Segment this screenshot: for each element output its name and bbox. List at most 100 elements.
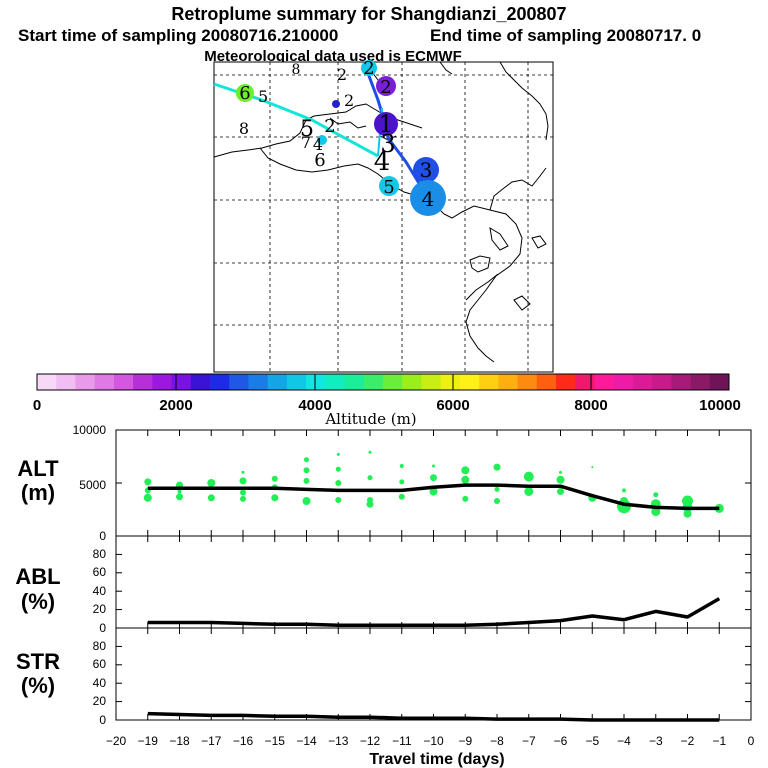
alt-scatter-point <box>398 493 405 500</box>
str-ytick: 80 <box>93 639 107 653</box>
colorbar-swatch <box>363 374 384 390</box>
colorbar-swatch <box>517 374 538 390</box>
alt-scatter-point <box>177 489 182 494</box>
chart-marks <box>115 429 752 722</box>
plume-marker <box>379 176 399 196</box>
alt-scatter-point <box>653 492 659 498</box>
x-tick-label: −13 <box>328 734 349 748</box>
map-label: 6 <box>314 150 325 171</box>
map-label: 1 <box>378 110 393 138</box>
map-label: 7 <box>301 133 311 152</box>
alt-scatter-point <box>240 489 246 496</box>
alt-scatter-point <box>207 479 216 487</box>
x-tick-label: −2 <box>681 734 695 748</box>
alt-scatter-point <box>524 487 534 496</box>
colorbar-tick: 8000 <box>574 397 607 414</box>
map-label: 5 <box>258 87 268 106</box>
alt-scatter-point <box>432 464 435 468</box>
alt-scatter-point <box>335 480 342 486</box>
alt-scatter-point <box>462 495 469 502</box>
alt-scatter-point <box>302 497 311 505</box>
colorbar-swatch <box>440 374 461 390</box>
colorbar-swatch <box>56 374 76 390</box>
str-panel-unit: (%) <box>21 673 55 698</box>
alt-scatter-point <box>143 493 152 502</box>
str-ytick: 60 <box>93 657 107 671</box>
colorbar-swatch <box>113 374 134 390</box>
str-ytick: 40 <box>93 676 107 690</box>
alt-scatter-point <box>591 466 594 469</box>
colorbar-swatch <box>671 374 692 390</box>
altitude-colorbar <box>36 373 730 391</box>
colorbar-swatch <box>613 374 634 390</box>
colorbar-swatch <box>286 374 307 390</box>
time-series-panels: ALT (m) ABL (%) STR (%) 10000 5000 0 80 … <box>15 423 752 727</box>
alt-scatter-point <box>207 494 215 502</box>
alt-ytick: 10000 <box>73 423 107 437</box>
colorbar-swatch <box>229 374 249 390</box>
alt-scatter-point <box>335 497 342 503</box>
colorbar-swatch <box>594 374 615 390</box>
colorbar-swatch <box>479 374 499 390</box>
alt-scatter-point <box>559 470 562 474</box>
end-time-text: End time of sampling 20080717. 0 <box>430 26 701 45</box>
abl-ytick: 60 <box>93 565 107 579</box>
colorbar-tick: 0 <box>33 397 41 414</box>
colorbar-swatch <box>248 374 269 390</box>
alt-scatter-point <box>144 478 152 486</box>
abl-panel-label: ABL <box>15 564 60 589</box>
plume-marker <box>410 180 446 216</box>
map-label: 4 <box>422 187 435 211</box>
map-label: 2 <box>363 58 374 79</box>
alt-scatter-point <box>399 479 405 485</box>
alt-scatter-point <box>335 466 341 472</box>
x-tick-label: −8 <box>490 734 504 748</box>
plume-marker <box>374 112 398 136</box>
abl-ytick: 0 <box>99 621 106 635</box>
str-panel-label: STR <box>16 649 60 674</box>
x-tick-label: −20 <box>106 734 127 748</box>
alt-panel-unit: (m) <box>21 480 55 505</box>
x-tick-label: −15 <box>265 734 286 748</box>
colorbar-swatch <box>459 374 480 390</box>
alt-scatter-point <box>240 495 246 502</box>
colorbar-swatch <box>171 374 192 390</box>
alt-scatter-point <box>239 477 247 485</box>
map-label: 5 <box>383 177 394 198</box>
alt-scatter-point <box>651 507 661 517</box>
map-label: 2 <box>380 77 391 98</box>
colorbar-swatch <box>75 374 96 390</box>
alt-scatter-point <box>368 450 372 454</box>
x-tick-label: −6 <box>554 734 568 748</box>
alt-scatter-point <box>461 475 470 484</box>
colorbar-swatch <box>421 374 442 390</box>
colorbar-tick: 6000 <box>436 397 469 414</box>
alt-scatter-point <box>557 488 564 495</box>
map-label: 3 <box>380 130 395 158</box>
x-tick-label: −17 <box>201 734 222 748</box>
colorbar-swatch <box>383 374 403 390</box>
colorbar-swatch <box>402 374 422 390</box>
colorbar-swatch <box>267 374 288 390</box>
alt-scatter-point <box>303 477 310 484</box>
colorbar-swatch <box>152 374 173 390</box>
alt-scatter-point <box>271 494 279 502</box>
abl-ytick: 20 <box>93 602 107 616</box>
alt-scatter-point <box>622 488 626 493</box>
alt-panel-label: ALT <box>17 456 59 481</box>
str-ytick: 0 <box>99 713 106 727</box>
alt-scatter-point <box>367 475 373 481</box>
map-label: 5 <box>300 117 314 142</box>
x-axis-label: Travel time (days) <box>369 751 504 768</box>
colorbar-swatch <box>37 374 57 390</box>
colorbar-swatch <box>652 374 672 390</box>
alt-scatter-point <box>366 500 374 508</box>
colorbar-tick: 2000 <box>159 397 192 414</box>
x-tick-label: −12 <box>360 734 381 748</box>
map-label: 8 <box>292 62 301 78</box>
str-ytick: 20 <box>93 694 107 708</box>
map-label: 2 <box>344 91 354 110</box>
colorbar-frame <box>36 373 730 391</box>
alt-series-line <box>147 483 720 511</box>
